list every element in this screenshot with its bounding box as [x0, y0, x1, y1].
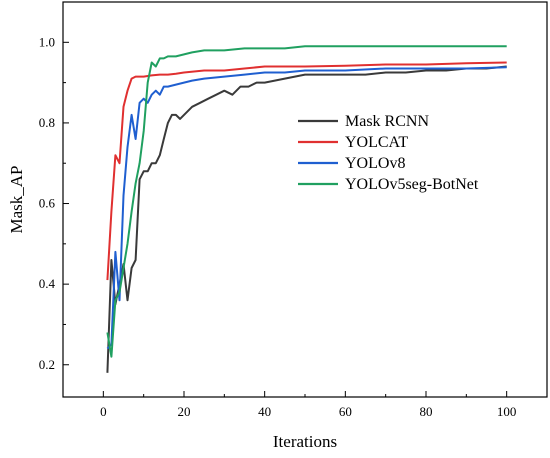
x-tick-label: 100: [497, 404, 517, 419]
legend-label: YOLOv5seg-BotNet: [345, 176, 479, 193]
legend-label: YOLCAT: [345, 134, 408, 151]
series-line-yolov8: [106, 66, 507, 350]
x-tick-label: 0: [100, 404, 107, 419]
plot-frame: [62, 1, 548, 398]
series-line-mask-rcnn: [106, 65, 507, 373]
x-axis: 0 20 40 60 80 100: [100, 391, 548, 419]
series-layer: [106, 45, 507, 373]
plot-border: [62, 1, 548, 398]
legend-label: YOLOv8: [345, 155, 405, 172]
y-tick-label: 0.4: [39, 276, 56, 291]
x-axis-label: Iterations: [273, 432, 337, 451]
y-tick-label: 1.0: [39, 34, 55, 49]
series-line-yolcat: [106, 61, 507, 281]
legend: Mask RCNN YOLCAT YOLOv8 YOLOv5seg-BotNet: [298, 113, 479, 193]
x-tick-label: 60: [339, 404, 352, 419]
x-tick-label: 80: [420, 404, 433, 419]
y-tick-label: 0.2: [39, 357, 55, 372]
x-tick-label: 40: [258, 404, 271, 419]
series-line-yolov5seg-botnet: [106, 45, 507, 358]
y-tick-label: 0.8: [39, 115, 55, 130]
y-axis: 0.2 0.4 0.6 0.8 1.0: [39, 34, 69, 372]
x-tick-label: 20: [178, 404, 191, 419]
legend-label: Mask RCNN: [345, 113, 429, 130]
y-axis-label: Mask_AP: [7, 165, 26, 233]
y-tick-label: 0.6: [39, 196, 56, 211]
